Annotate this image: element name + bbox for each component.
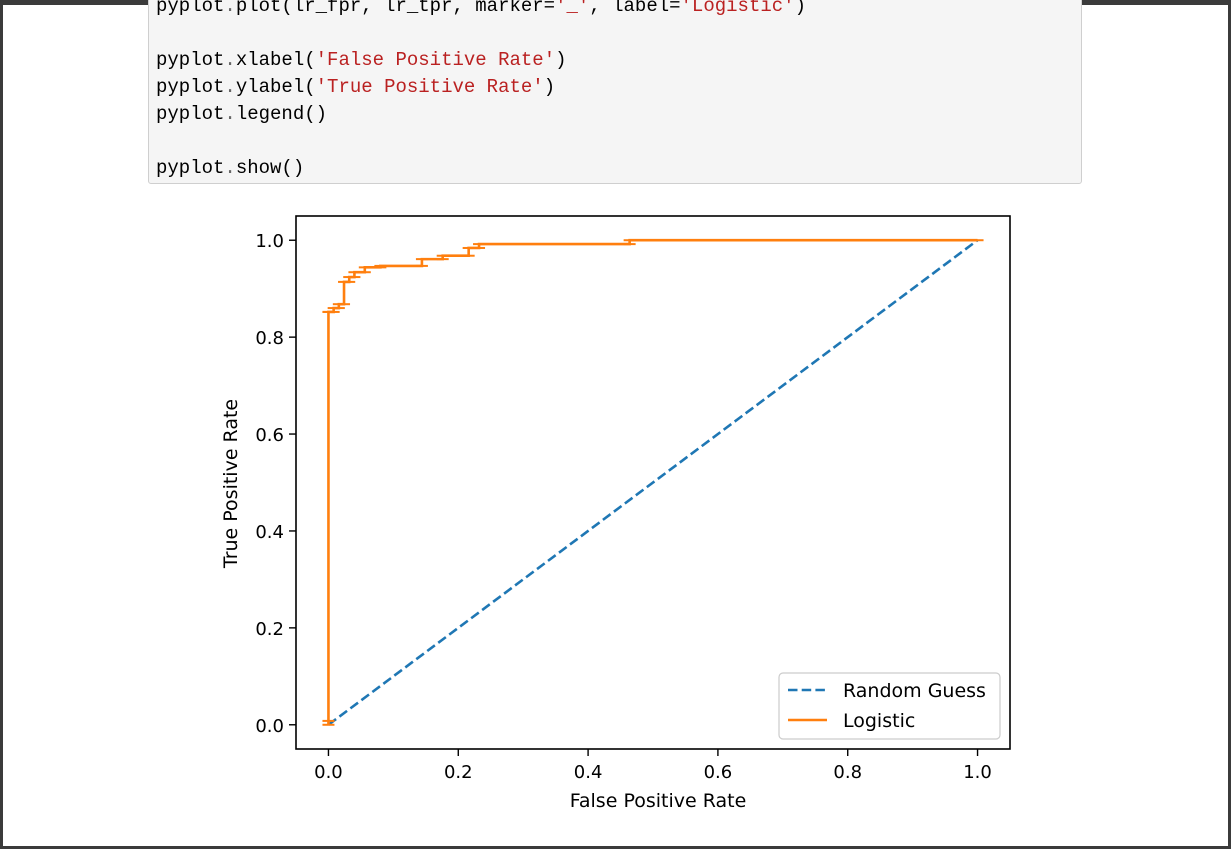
y-tick-label: 0.0 [255, 716, 284, 737]
x-tick-label: 0.2 [444, 762, 473, 783]
code-token: . [224, 49, 236, 71]
code-string-token: 'False Positive Rate' [315, 49, 556, 71]
code-line: pyplot.show() [156, 156, 304, 180]
code-token: ) [794, 0, 806, 17]
code-token: ) [555, 49, 567, 71]
code-token: pyplot [156, 0, 225, 17]
x-tick-label: 0.0 [314, 762, 343, 783]
code-string-token: 'Logistic' [680, 0, 795, 17]
code-token: plot( [235, 0, 293, 17]
series-line-random-guess [327, 239, 979, 726]
code-token: , label= [589, 0, 681, 17]
y-tick-label: 1.0 [255, 231, 284, 252]
code-line: pyplot.ylabel('True Positive Rate') [156, 75, 555, 99]
x-tick-label: 0.6 [704, 762, 733, 783]
code-string-token: 'True Positive Rate' [315, 76, 544, 98]
window-frame-bottom [0, 846, 1231, 849]
x-axis-label: False Positive Rate [570, 790, 747, 812]
code-token: . [224, 0, 236, 17]
plot-area-frame [295, 215, 1011, 750]
code-token: xlabel( [235, 49, 316, 71]
code-token: . [224, 157, 236, 179]
code-token: lr_fpr, lr_tpr, marker= [292, 0, 556, 17]
code-token: legend() [235, 103, 328, 125]
code-token: . [224, 76, 236, 98]
code-token: pyplot [156, 103, 225, 125]
y-axis-label: True Positive Rate [220, 399, 242, 569]
code-line: pyplot.legend() [156, 102, 327, 126]
code-string-token: '_' [555, 0, 590, 17]
code-token: pyplot [156, 49, 225, 71]
legend-label: Random Guess [843, 680, 986, 702]
y-tick-label: 0.2 [255, 619, 284, 640]
y-tick-label: 0.4 [255, 522, 284, 543]
code-token: pyplot [156, 76, 225, 98]
code-line: pyplot.xlabel('False Positive Rate') [156, 48, 567, 72]
window-frame-left [0, 0, 3, 849]
legend-label: Logistic [843, 710, 915, 732]
y-tick-label: 0.6 [255, 425, 284, 446]
x-tick-label: 0.8 [833, 762, 862, 783]
code-token: ylabel( [235, 76, 316, 98]
legend-box [778, 672, 1001, 740]
code-token: . [224, 103, 236, 125]
code-token: ) [543, 76, 556, 98]
x-tick-label: 1.0 [963, 762, 992, 783]
code-token: show() [235, 157, 305, 179]
window-frame-right [1228, 0, 1231, 849]
code-cell-input[interactable]: pyplot.plot(lr_fpr, lr_tpr, marker='_', … [148, 0, 1082, 184]
y-tick-label: 0.8 [255, 328, 284, 349]
code-line: pyplot.plot(lr_fpr, lr_tpr, marker='_', … [156, 0, 806, 18]
x-tick-label: 0.4 [574, 762, 603, 783]
code-token: pyplot [156, 157, 225, 179]
